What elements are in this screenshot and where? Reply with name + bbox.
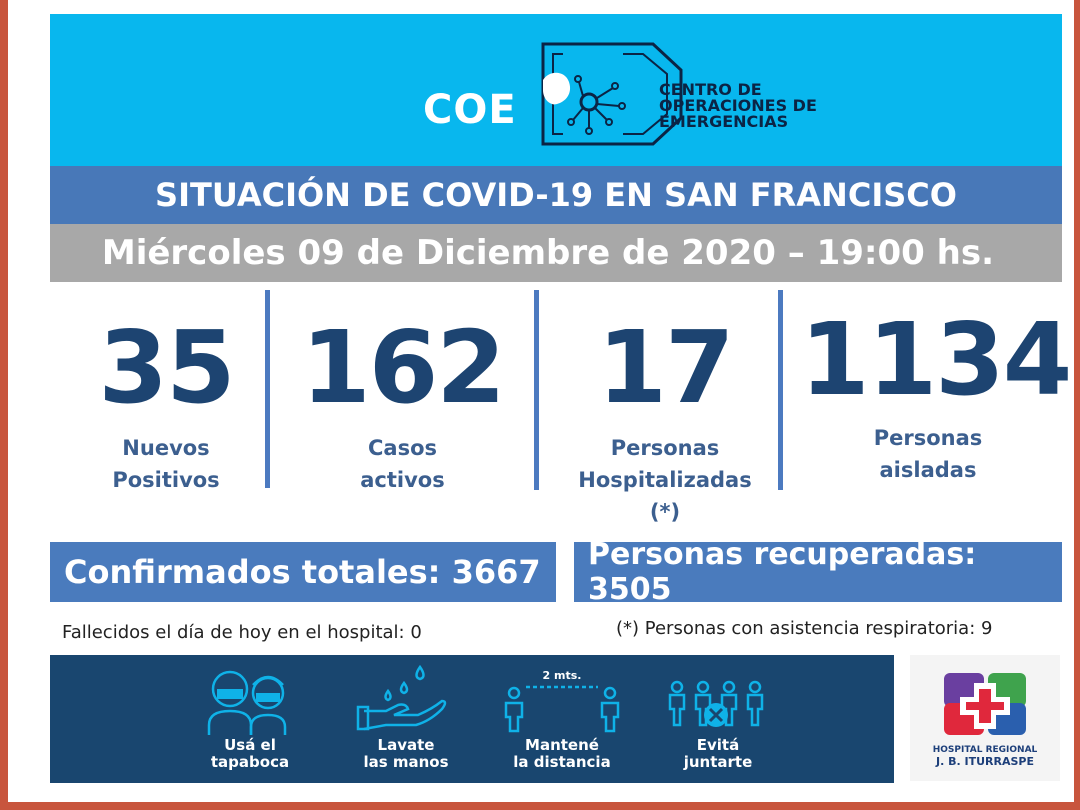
stat-value: 35 <box>98 309 235 426</box>
stat-label: Casos activos <box>360 436 445 492</box>
tip-label: Evitá juntarte <box>683 736 753 771</box>
tip-no-gathering: Evitá juntarte <box>638 655 798 783</box>
stat-label: Nuevos Positivos <box>112 436 220 492</box>
stat-hospitalized: 17 Personas Hospitalizadas (*) <box>560 318 770 528</box>
stat-divider <box>265 290 270 488</box>
tip-wash-hands: Lavate las manos <box>326 655 486 783</box>
hospital-name-line: HOSPITAL REGIONAL <box>932 745 1038 755</box>
stat-new-positives: 35 Nuevos Positivos <box>82 318 250 496</box>
stat-label: Personas Hospitalizadas (*) <box>578 436 752 524</box>
tip-label: Usá el tapaboca <box>210 736 290 771</box>
distance-value: 2 mts. <box>543 669 582 682</box>
stat-divider <box>778 290 783 490</box>
stat-value: 17 <box>597 309 734 426</box>
mask-people-icon <box>207 670 287 735</box>
hospital-cross-icon <box>944 673 1026 735</box>
stat-value: 1134 <box>800 301 1072 418</box>
recovered-total: Personas recuperadas: 3505 <box>574 537 1062 607</box>
deaths-note: Fallecidos el día de hoy en el hospital:… <box>62 622 422 643</box>
stat-active-cases: 162 Casos activos <box>290 318 515 496</box>
distance-icon: 2 mts. <box>504 669 620 733</box>
stat-label: Personas aisladas <box>873 426 983 482</box>
bottom-frame-border <box>0 802 1080 810</box>
page-title: SITUACIÓN DE COVID-19 EN SAN FRANCISCO <box>50 166 1062 224</box>
virus-hexagon-icon <box>541 42 683 146</box>
confirmed-total: Confirmados totales: 3667 <box>50 542 556 602</box>
tip-distance: 2 mts. Mantené la distancia <box>482 655 642 783</box>
stat-divider <box>534 290 539 490</box>
left-frame-border <box>0 0 8 810</box>
no-gathering-icon <box>668 680 764 727</box>
org-name-line: CENTRO DE <box>659 80 762 99</box>
tip-mask: Usá el tapaboca <box>170 655 330 783</box>
hospital-logo: HOSPITAL REGIONAL J. B. ITURRASPE <box>910 655 1060 781</box>
hospital-name: HOSPITAL REGIONAL J. B. ITURRASPE <box>910 745 1060 769</box>
org-name: CENTRO DE OPERACIONES DE EMERGENCIAS <box>659 82 817 130</box>
hand-wash-icon <box>356 664 447 731</box>
stat-value: 162 <box>301 309 506 426</box>
tip-label: Mantené la distancia <box>513 736 611 771</box>
coe-logo: COE CENTRO DE OPERACIONES DE EMERGENCIAS <box>423 40 843 150</box>
report-date: Miércoles 09 de Diciembre de 2020 – 19:0… <box>50 224 1062 282</box>
right-frame-border <box>1074 0 1080 810</box>
hospital-name-line: J. B. ITURRASPE <box>936 755 1034 768</box>
org-name-line: OPERACIONES DE <box>659 96 817 115</box>
coe-logo-text: COE <box>423 87 517 133</box>
stat-isolated: 1134 Personas aisladas <box>800 301 1072 486</box>
respiratory-note: (*) Personas con asistencia respiratoria… <box>616 618 993 639</box>
org-name-line: EMERGENCIAS <box>659 112 789 131</box>
header-banner: COE CENTRO DE OPERACIONES DE EMERGENCIAS <box>50 14 1062 166</box>
prevention-band: Usá el tapaboca Lavate las manos 2 mts. <box>50 655 894 783</box>
tip-label: Lavate las manos <box>363 736 449 771</box>
